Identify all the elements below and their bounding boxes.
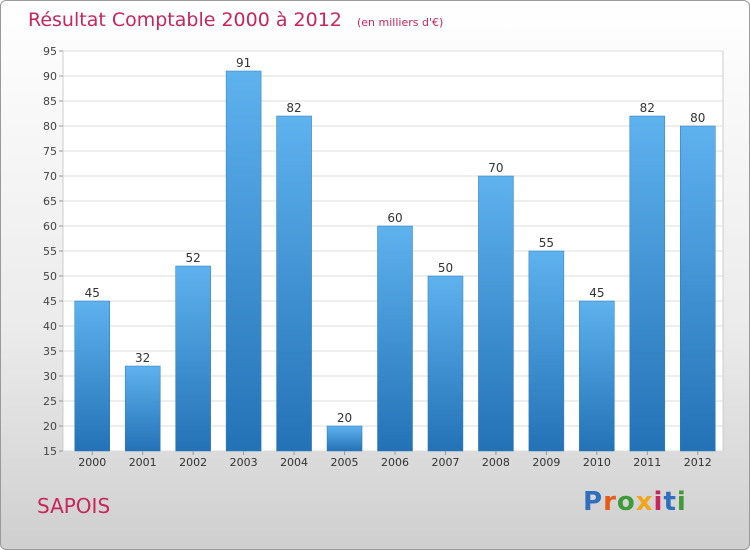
x-tick-label: 2003 — [230, 456, 258, 469]
bar-2009 — [528, 250, 565, 452]
value-label: 20 — [337, 411, 352, 425]
y-tick-label: 30 — [43, 370, 57, 383]
x-axis-labels: 2000 2001 2002 2003 2004 2005 2006 2007 2008 2009… — [78, 451, 712, 469]
title-line: Résultat Comptable 2000 à 2012 (en milli… — [28, 9, 443, 31]
y-tick-label: 35 — [43, 345, 57, 358]
logo-letter: o — [616, 487, 636, 517]
x-tick-label: 2011 — [633, 456, 661, 469]
bar-2006 — [377, 225, 413, 452]
bar-2003 — [225, 70, 262, 452]
bar-2004 — [276, 115, 312, 452]
y-tick-label: 75 — [43, 145, 57, 158]
value-label: 32 — [135, 351, 150, 365]
chart-title: Résultat Comptable 2000 à 2012 — [28, 9, 342, 31]
y-tick-label: 95 — [43, 45, 57, 58]
value-label: 45 — [85, 286, 100, 300]
value-label: 82 — [640, 101, 655, 115]
x-tick-label: 2009 — [532, 456, 560, 469]
value-label: 55 — [539, 236, 554, 250]
x-tick-label: 2000 — [78, 456, 106, 469]
x-tick-label: 2006 — [381, 456, 409, 469]
logo-letter: t — [663, 487, 677, 517]
value-label: 52 — [186, 251, 201, 265]
y-tick-label: 15 — [43, 445, 57, 458]
value-label: 82 — [286, 101, 301, 115]
y-axis-labels: 15 20 25 30 35 40 45 50 55 60 65 70 75 80 85 90 95 — [43, 45, 57, 458]
logo-letter: i — [653, 487, 664, 517]
x-tick-label: 2008 — [482, 456, 510, 469]
x-tick-label: 2007 — [431, 456, 459, 469]
x-tick-label: 2001 — [129, 456, 157, 469]
value-label: 70 — [488, 161, 503, 175]
value-label: 91 — [236, 56, 251, 70]
bar-2010 — [579, 300, 615, 452]
value-label: 45 — [589, 286, 604, 300]
x-tick-label: 2004 — [280, 456, 308, 469]
bar-2011 — [629, 115, 666, 452]
logo-letter: i — [676, 487, 687, 517]
bar-2007 — [427, 275, 464, 452]
x-tick-label: 2005 — [331, 456, 359, 469]
bar-2005 — [326, 425, 363, 452]
x-tick-label: 2002 — [179, 456, 207, 469]
y-tick-label: 20 — [43, 420, 57, 433]
y-tick-label: 25 — [43, 395, 57, 408]
y-tick-label: 80 — [43, 120, 57, 133]
bar-2008 — [478, 175, 514, 452]
y-tick-label: 60 — [43, 220, 57, 233]
value-label: 60 — [387, 211, 402, 225]
city-name: SAPOIS — [37, 494, 111, 518]
y-tick-label: 65 — [43, 195, 57, 208]
bar-2002 — [175, 265, 211, 452]
bar-2000 — [74, 300, 110, 452]
y-tick-label: 90 — [43, 70, 57, 83]
bar-2012 — [680, 125, 716, 452]
y-tick-label: 40 — [43, 320, 57, 333]
x-tick-label: 2012 — [684, 456, 712, 469]
chart-subtitle: (en milliers d'€) — [356, 16, 444, 29]
y-tick-label: 45 — [43, 295, 57, 308]
logo-letter: x — [635, 487, 654, 517]
value-label: 80 — [690, 111, 705, 125]
logo-letter: r — [603, 487, 617, 517]
proxiti-logo: Proxiti — [583, 487, 687, 517]
x-tick-label: 2010 — [583, 456, 611, 469]
y-tick-label: 55 — [43, 245, 57, 258]
logo-letter: P — [583, 487, 604, 517]
bar-2001 — [124, 365, 161, 452]
value-labels: 45 32 52 91 82 20 60 50 70 55 45 82 80 — [85, 56, 706, 425]
y-tick-label: 85 — [43, 95, 57, 108]
y-tick-label: 50 — [43, 270, 57, 283]
bars — [74, 70, 716, 452]
y-tick-label: 70 — [43, 170, 57, 183]
value-label: 50 — [438, 261, 453, 275]
